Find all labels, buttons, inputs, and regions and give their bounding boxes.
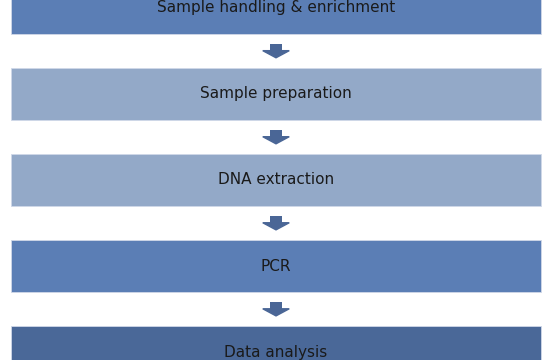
Text: Sample handling & enrichment: Sample handling & enrichment xyxy=(157,0,395,15)
FancyBboxPatch shape xyxy=(11,68,541,120)
Text: DNA extraction: DNA extraction xyxy=(218,172,334,188)
Text: Sample preparation: Sample preparation xyxy=(200,86,352,102)
Text: Data analysis: Data analysis xyxy=(224,345,328,360)
Polygon shape xyxy=(263,309,289,316)
FancyBboxPatch shape xyxy=(270,302,282,309)
Polygon shape xyxy=(263,223,289,230)
FancyBboxPatch shape xyxy=(11,0,541,34)
FancyBboxPatch shape xyxy=(11,326,541,360)
FancyBboxPatch shape xyxy=(11,154,541,206)
Polygon shape xyxy=(263,51,289,58)
FancyBboxPatch shape xyxy=(270,44,282,51)
FancyBboxPatch shape xyxy=(11,240,541,292)
Text: PCR: PCR xyxy=(261,258,291,274)
FancyBboxPatch shape xyxy=(270,216,282,223)
FancyBboxPatch shape xyxy=(270,130,282,137)
Polygon shape xyxy=(263,137,289,144)
